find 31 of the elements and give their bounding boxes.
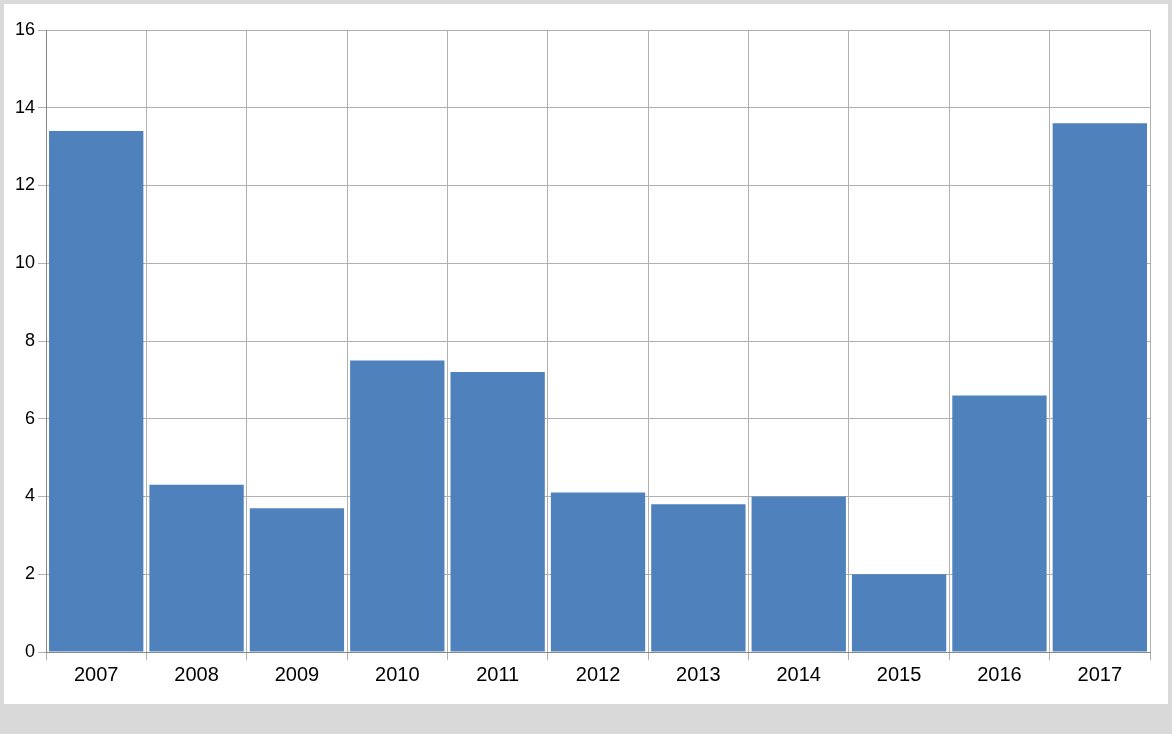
y-tick-label: 2 xyxy=(25,563,36,584)
bar xyxy=(550,492,646,652)
y-tick-label: 4 xyxy=(25,485,36,506)
x-tick-label: 2017 xyxy=(1077,662,1123,685)
x-tick-label: 2007 xyxy=(73,662,119,685)
bar xyxy=(450,372,545,652)
bar xyxy=(1052,123,1147,652)
bar xyxy=(350,360,445,652)
y-tick-label: 12 xyxy=(14,174,36,195)
y-tick-label: 16 xyxy=(14,18,36,39)
x-tick-label: 2014 xyxy=(776,662,821,685)
bar xyxy=(249,508,345,652)
bar xyxy=(651,504,746,652)
x-tick-label: 2009 xyxy=(274,662,320,685)
bar xyxy=(49,131,144,652)
y-tick-label: 14 xyxy=(14,96,36,117)
x-tick-label: 2015 xyxy=(876,662,922,685)
bar xyxy=(952,395,1047,652)
x-tick-label: 2012 xyxy=(575,662,621,685)
y-tick-label: 6 xyxy=(25,407,36,428)
y-tick-label: 8 xyxy=(25,329,36,350)
x-tick-label: 2010 xyxy=(375,662,420,685)
x-tick-label: 2013 xyxy=(676,662,721,685)
y-tick-label: 0 xyxy=(25,640,36,661)
bar xyxy=(851,574,947,652)
x-tick-label: 2016 xyxy=(977,662,1022,685)
x-tick-label: 2008 xyxy=(174,662,219,685)
x-tick-label: 2011 xyxy=(476,662,520,685)
y-tick-label: 10 xyxy=(14,252,36,273)
bar xyxy=(751,496,846,652)
bar xyxy=(149,484,244,652)
